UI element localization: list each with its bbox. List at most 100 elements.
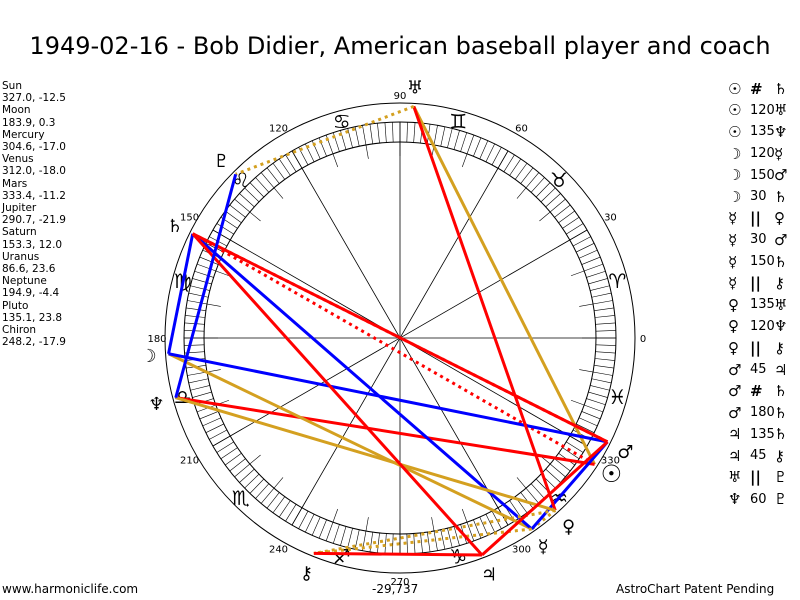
website-link[interactable]: www.harmoniclife.com bbox=[2, 582, 139, 596]
degree-tick bbox=[479, 516, 489, 536]
degree-tick bbox=[260, 477, 284, 504]
degree-tick bbox=[473, 137, 482, 157]
degree-tick bbox=[595, 322, 616, 325]
degree-tick bbox=[461, 508, 475, 542]
aspect-line-moon-mercury bbox=[167, 352, 533, 531]
aspect-type: 120 bbox=[750, 102, 775, 118]
degree-tick bbox=[572, 236, 591, 247]
planet-name: Uranus bbox=[2, 250, 40, 263]
degree-tick bbox=[578, 417, 598, 427]
degree-tick bbox=[392, 122, 394, 143]
aspect-line-mercury-chiron bbox=[313, 527, 532, 555]
sun-icon: ☉ bbox=[728, 101, 742, 120]
sun-icon: ☉ bbox=[728, 79, 742, 98]
aspect-type: || bbox=[750, 338, 761, 357]
degree-tick bbox=[225, 210, 242, 224]
degree-tick bbox=[578, 249, 598, 259]
zodiac-sign-icon: ♉ bbox=[550, 168, 568, 192]
degree-tick bbox=[590, 285, 610, 291]
degree-tick bbox=[278, 158, 291, 176]
degree-tick bbox=[354, 126, 360, 147]
degree-tick bbox=[431, 125, 438, 159]
planet-name: Sun bbox=[2, 80, 22, 92]
aspect-row: ♀ 120 ♆ bbox=[728, 316, 787, 338]
sun-icon: ☉ bbox=[601, 460, 623, 488]
aspect-row: ☿ || ⚷ bbox=[728, 272, 787, 294]
planet-position: 194.9, -4.4 bbox=[2, 287, 60, 300]
chart-title: 1949-02-16 - Bob Didier, American baseba… bbox=[29, 32, 771, 60]
degree-tick bbox=[369, 124, 374, 144]
degree-tick bbox=[229, 458, 246, 472]
degree-tick bbox=[190, 285, 210, 291]
venus-icon: ♀ bbox=[562, 516, 575, 537]
degree-tick bbox=[554, 204, 571, 218]
aspect-type: 45 bbox=[750, 362, 767, 378]
degree-tick bbox=[590, 385, 610, 391]
mars-icon: ♂ bbox=[728, 403, 742, 422]
degree-tick bbox=[298, 510, 309, 529]
aspect-type: 45 bbox=[750, 448, 767, 464]
moon-icon: ☽ bbox=[728, 166, 742, 185]
degree-tick bbox=[199, 256, 219, 265]
saturn-icon: ♄ bbox=[774, 382, 788, 401]
degree-tick bbox=[491, 147, 502, 166]
degree-tick bbox=[202, 417, 222, 427]
aspect-type: 150 bbox=[750, 254, 775, 270]
pluto-icon: ♇ bbox=[213, 151, 229, 172]
aspect-row: ☿ 150 ♄ bbox=[728, 251, 787, 273]
degree-tick bbox=[192, 278, 212, 285]
degree-tick bbox=[384, 533, 387, 554]
degree-tick bbox=[460, 132, 468, 152]
aspect-type: 135 bbox=[750, 426, 775, 442]
degree-tick bbox=[255, 483, 270, 499]
degree-tick bbox=[576, 243, 595, 253]
degree-tick bbox=[278, 500, 291, 518]
planet-position: 153.3, 12.0 bbox=[2, 238, 63, 251]
degree-label: 330 bbox=[601, 456, 620, 467]
neptune-icon: ♆ bbox=[774, 122, 788, 141]
aspect-line-mars-jupiter bbox=[481, 440, 609, 557]
aspect-line-mercury-venus bbox=[530, 509, 557, 531]
aspect-row: ☉ # ♄ bbox=[728, 78, 787, 100]
degree-tick bbox=[249, 182, 265, 198]
planet-position: 333.4, -11.2 bbox=[2, 189, 66, 202]
degree-tick bbox=[591, 378, 612, 384]
degree-tick bbox=[285, 504, 297, 522]
degree-tick bbox=[594, 307, 614, 312]
degree-tick bbox=[530, 177, 545, 193]
degree-label: 270 bbox=[390, 577, 409, 588]
degree-tick bbox=[558, 210, 575, 224]
degree-tick bbox=[266, 492, 280, 509]
degree-tick bbox=[440, 529, 446, 550]
degree-tick bbox=[579, 369, 613, 376]
zodiac-sign-icon: ♈ bbox=[608, 269, 626, 293]
venus-icon: ♀ bbox=[774, 209, 785, 228]
planet-position-list: Sun 327.0, -12.5 Moon 183.9, 0.3 Mercury 304.… bbox=[2, 80, 66, 348]
aspect-type: 30 bbox=[750, 232, 767, 248]
degree-tick bbox=[520, 492, 534, 509]
degree-tick bbox=[413, 533, 416, 554]
aspect-row: ♀ || ⚷ bbox=[728, 337, 787, 359]
aspect-line-venus-chiron bbox=[313, 508, 556, 555]
jupiter-icon: ♃ bbox=[481, 565, 497, 586]
aspect-line-mercury-saturn bbox=[191, 232, 533, 531]
aspect-line-neptune-pluto bbox=[174, 173, 238, 399]
aspect-line-sun-saturn bbox=[191, 232, 596, 466]
degree-tick bbox=[516, 477, 540, 504]
degree-tick bbox=[340, 526, 347, 546]
aspect-line-jupiter-chiron bbox=[313, 551, 483, 557]
degree-label: 150 bbox=[180, 213, 199, 224]
aspect-row: ♀ 135 ♅ bbox=[728, 294, 787, 316]
saturn-icon: ♄ bbox=[774, 187, 788, 206]
degree-tick bbox=[588, 391, 608, 398]
degree-tick bbox=[184, 344, 205, 346]
degree-tick bbox=[384, 122, 387, 143]
degree-tick bbox=[509, 158, 522, 176]
mercury-icon: ☿ bbox=[774, 144, 784, 163]
degree-tick bbox=[272, 496, 286, 513]
degree-tick bbox=[594, 315, 615, 318]
planet-position: 312.0, -18.0 bbox=[2, 165, 66, 178]
degree-tick bbox=[545, 468, 561, 483]
aspect-line-sun-neptune bbox=[175, 396, 595, 466]
zodiac-sign-icon: ♋ bbox=[333, 110, 351, 134]
